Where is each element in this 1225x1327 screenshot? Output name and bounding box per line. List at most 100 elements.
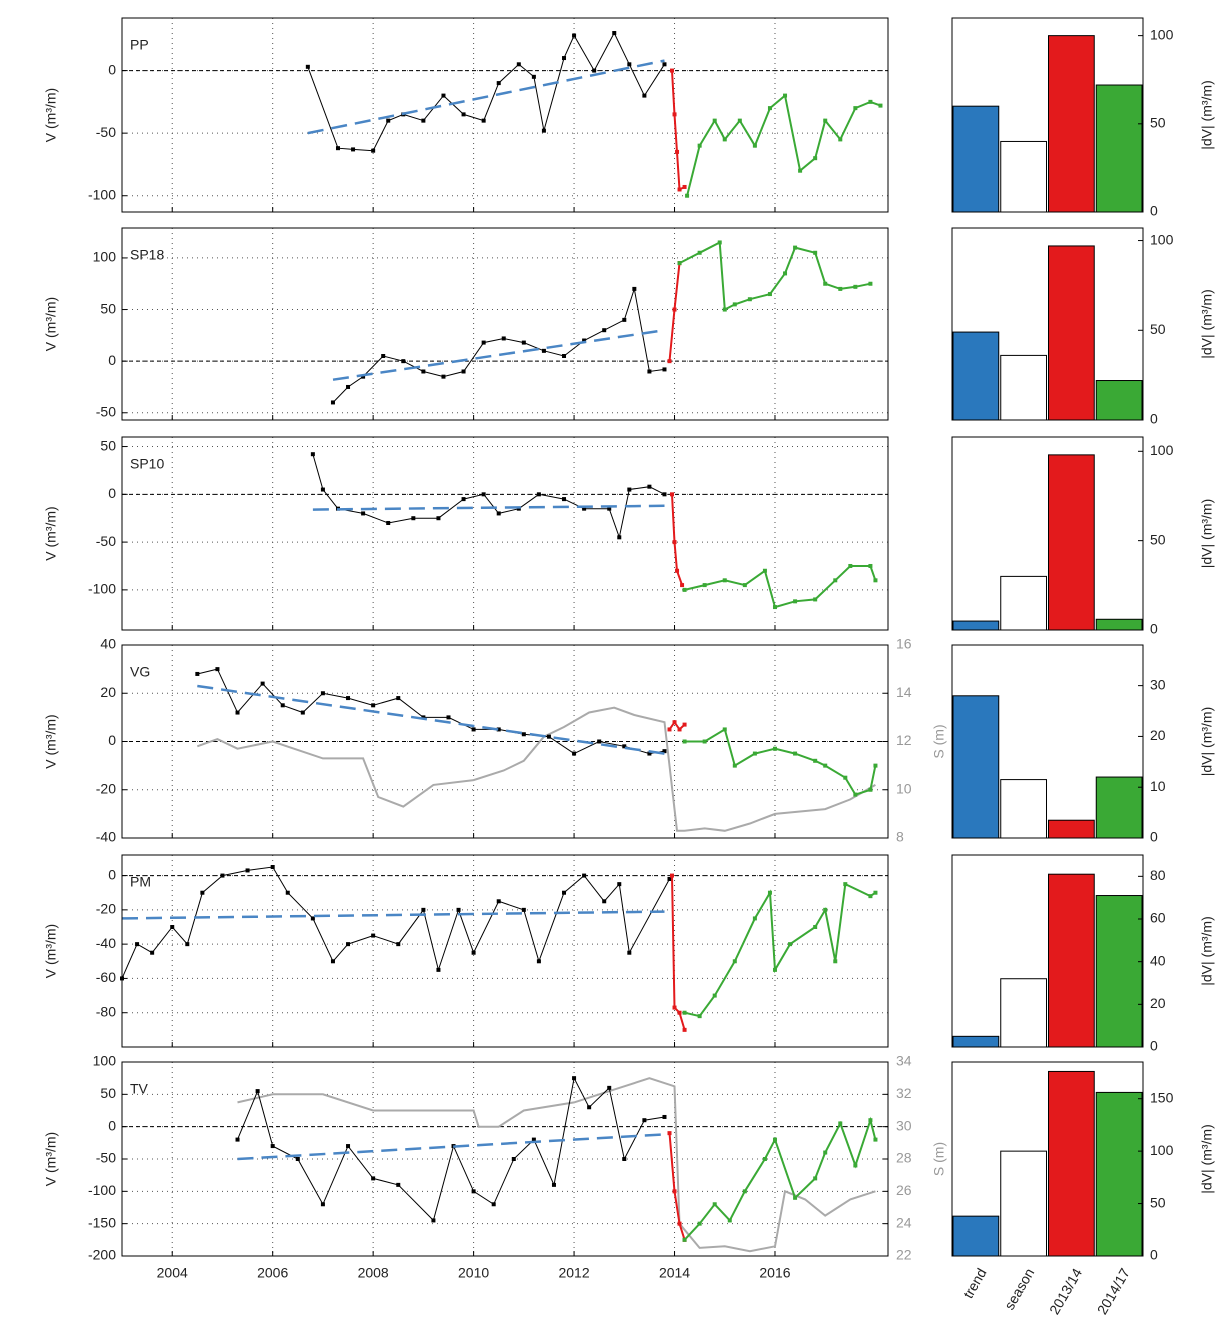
panel-label: PM (130, 874, 151, 890)
y2-tick-label: 10 (896, 780, 912, 796)
point (280, 703, 285, 708)
point (386, 520, 391, 525)
point (833, 959, 838, 964)
point (642, 93, 647, 98)
point (200, 890, 205, 895)
point (461, 497, 466, 502)
point (772, 605, 777, 610)
point (371, 703, 376, 708)
point (873, 578, 878, 583)
y-tick-label: -50 (96, 1150, 116, 1166)
point (401, 359, 406, 364)
point (752, 916, 757, 921)
point (170, 925, 175, 929)
y-tick-label: 100 (93, 1053, 117, 1069)
point (722, 578, 727, 583)
y-tick-label: 50 (1150, 115, 1166, 131)
point (235, 1137, 240, 1142)
point (270, 865, 275, 869)
y-tick-label: 40 (1150, 952, 1166, 968)
y-tick-label: -80 (96, 1003, 116, 1019)
point (672, 307, 677, 312)
point (868, 281, 873, 286)
point (788, 942, 793, 947)
point (516, 62, 521, 67)
point (441, 374, 446, 379)
point (823, 907, 828, 912)
point (421, 369, 426, 374)
point (682, 1237, 687, 1242)
point (793, 599, 798, 604)
category-label: 2014/17 (1094, 1265, 1133, 1317)
point (838, 1121, 843, 1126)
x-tick-label: 2006 (257, 1265, 288, 1281)
y-tick-label: 50 (1150, 321, 1166, 337)
series-line (671, 875, 686, 1031)
point (521, 340, 526, 345)
point (396, 942, 401, 947)
point (868, 99, 873, 104)
point (672, 1005, 677, 1010)
point (617, 535, 622, 540)
point (607, 1085, 612, 1090)
y2-tick-label: 30 (896, 1117, 912, 1133)
point (772, 1137, 777, 1142)
point (351, 147, 356, 152)
point (607, 506, 612, 511)
point (752, 751, 757, 756)
bar (1095, 895, 1143, 1048)
point (675, 568, 680, 573)
point (582, 506, 587, 511)
point (662, 492, 667, 497)
series-line (668, 262, 681, 362)
y-tick-label: 40 (100, 636, 116, 652)
point (346, 942, 351, 947)
trend-line (197, 684, 665, 755)
point (496, 81, 501, 86)
y-tick-label: 0 (108, 732, 116, 748)
y-tick-label: 50 (100, 1085, 116, 1101)
point (823, 763, 828, 768)
bar (1095, 84, 1143, 213)
y2-tick-label: 12 (896, 732, 912, 748)
y2-axis-label: S (m) (931, 724, 947, 758)
point (541, 128, 546, 133)
point (677, 1010, 682, 1015)
series-line (332, 288, 665, 403)
point (572, 33, 577, 38)
point (762, 1157, 767, 1161)
point (717, 240, 722, 245)
point (838, 286, 843, 291)
point (562, 354, 567, 358)
point (551, 1182, 556, 1187)
y-tick-label: 20 (1150, 995, 1166, 1011)
point (647, 751, 652, 756)
trend-line (332, 328, 665, 381)
series-line (684, 882, 876, 1018)
point (823, 118, 828, 123)
y2-tick-label: 14 (896, 684, 912, 700)
point (371, 1176, 376, 1181)
point (491, 1202, 496, 1207)
bar (952, 1035, 1000, 1048)
point (823, 1150, 828, 1155)
y-tick-label: 0 (1150, 621, 1158, 637)
point (722, 727, 727, 732)
x-tick-label: 2016 (759, 1265, 790, 1281)
point (702, 739, 707, 744)
point (361, 511, 366, 516)
category-label: 2013/14 (1046, 1265, 1085, 1317)
series-line (668, 720, 686, 731)
point (833, 578, 838, 583)
point (617, 882, 622, 887)
y-tick-label: 0 (108, 61, 116, 77)
point (677, 1221, 682, 1226)
series-line (684, 727, 877, 796)
point (305, 64, 310, 69)
point (536, 959, 541, 964)
category-label: trend (960, 1265, 990, 1301)
panel-label: SP18 (130, 247, 164, 263)
point (531, 74, 536, 79)
y2-tick-label: 22 (896, 1247, 912, 1263)
point (853, 792, 858, 797)
